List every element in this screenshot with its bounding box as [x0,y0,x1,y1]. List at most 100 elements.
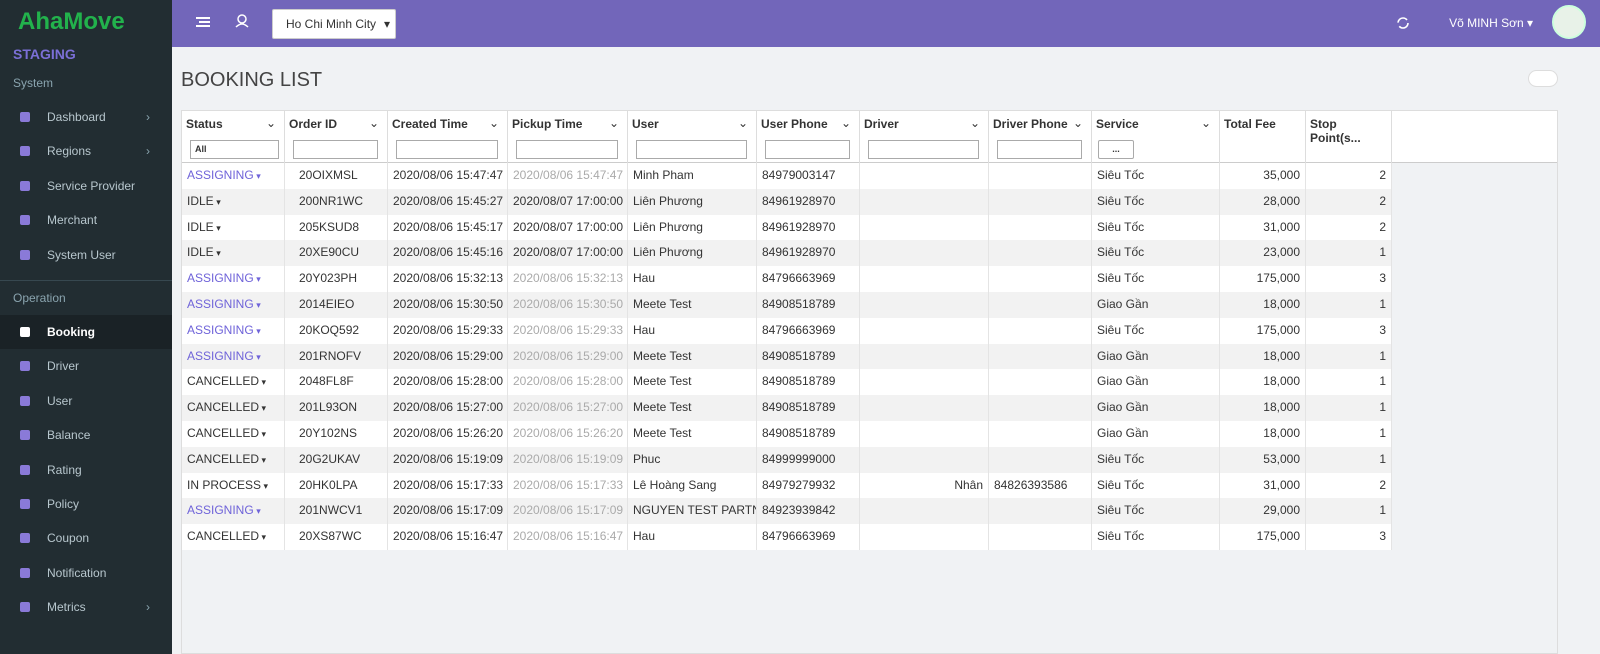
column-filter[interactable] [636,140,747,159]
menu-label: Dashboard [47,110,106,124]
status-caret: ▾ [253,351,261,362]
column-header[interactable]: Status ⌄ All [182,111,285,163]
menu-item[interactable]: Balance [0,418,172,452]
menu-item[interactable]: Booking [0,314,172,350]
status[interactable]: ASSIGNING [187,168,254,182]
status[interactable]: ASSIGNING [187,348,254,363]
column-header[interactable]: Driver ⌄ [860,111,989,163]
phone: 84961928970 [762,245,836,260]
status-caret: ▾ [213,196,221,207]
status[interactable]: IDLE [187,219,214,234]
table-row[interactable]: CANCELLED ▾ 20G2UKAV 2020/08/06 15:19:09 20… [182,446,1392,473]
column-header[interactable]: Total Fee [1220,111,1306,163]
status[interactable]: CANCELLED [187,529,260,544]
menu: System Dashboard › Regions › Service Provider… [0,66,172,624]
menu-item[interactable]: Merchant [0,203,172,237]
table-cell [860,317,989,344]
column-menu: ⌄ [488,116,499,130]
page-title: BOOKING LIST [181,69,323,91]
menu-item[interactable]: Driver [0,349,172,383]
table-cell: 31,000 [1220,472,1306,499]
status[interactable]: ASSIGNING [187,297,254,311]
column-header[interactable]: Pickup Time ⌄ [508,111,628,163]
column-header[interactable]: Order ID ⌄ [285,111,388,163]
fee: 53,000 [1263,451,1300,466]
menu-item[interactable]: Rating [0,453,172,487]
menu-toggle[interactable] [196,15,210,29]
menu-icon [20,533,30,544]
status[interactable]: ASSIGNING [187,271,254,286]
table-cell [860,395,989,421]
stops: 3 [1379,271,1386,286]
table-cell: 2020/08/06 15:17:09 [388,498,508,525]
column-header[interactable]: User ⌄ [628,111,757,163]
menu-item[interactable]: Dashboard › [0,100,172,134]
status[interactable]: CANCELLED [187,426,260,440]
menu-item[interactable]: Policy [0,487,172,521]
menu-icon [20,112,30,122]
menu-item[interactable]: Regions › [0,134,172,168]
table-row[interactable]: CANCELLED ▾ 201L93ON 2020/08/06 15:27:00 20… [182,395,1392,421]
column-header[interactable]: Driver Phone ⌄ [989,111,1092,163]
menu-item[interactable]: Service Provider [0,169,172,203]
table-cell [989,317,1092,344]
column-header[interactable]: Stop Point(s... [1306,111,1392,163]
avatar[interactable] [1552,5,1586,39]
brand[interactable]: AhaMove [18,8,125,35]
menu-item[interactable]: System User [0,238,172,272]
column-header[interactable]: Created Time ⌄ [388,111,508,163]
order-id: 20HK0LPA [299,477,358,492]
table-row[interactable]: CANCELLED ▾ 20Y102NS 2020/08/06 15:26:20 20… [182,421,1392,447]
column-filter[interactable] [516,140,618,159]
created: 2020/08/06 15:19:09 [393,451,504,466]
table-row[interactable]: CANCELLED ▾ 2048FL8F 2020/08/06 15:28:00 20… [182,369,1392,396]
status[interactable]: IDLE [187,193,214,208]
column-header[interactable]: Service ⌄... [1092,111,1220,163]
column-filter[interactable] [997,140,1082,159]
menu-item[interactable]: Notification [0,556,172,590]
status[interactable]: ASSIGNING [187,503,254,518]
table-row[interactable]: IDLE ▾ 205KSUD8 2020/08/06 15:45:17 2020/08… [182,214,1392,241]
table-row[interactable]: IDLE ▾ 20XE90CU 2020/08/06 15:45:16 2020/08… [182,240,1392,267]
status-filter-value: All [195,144,207,154]
refresh[interactable] [1396,16,1410,30]
table-header: Status ⌄ All Order ID ⌄ Created Time ⌄ Pickup T… [182,111,1557,163]
table-cell [989,369,1092,396]
column-filter[interactable] [765,140,850,159]
table-row[interactable]: IDLE ▾ 200NR1WC 2020/08/06 15:45:27 2020/08… [182,188,1392,215]
order-id: 20Y023PH [299,271,358,286]
status[interactable]: CANCELLED [187,400,260,415]
column-filter[interactable] [868,140,979,159]
column-filter[interactable] [396,140,498,159]
table-row[interactable]: ASSIGNING ▾ 20Y023PH 2020/08/06 15:32:13 20… [182,266,1392,292]
status[interactable]: IDLE [187,245,214,260]
column-menu: ⌄ [969,116,980,130]
status[interactable]: CANCELLED [187,451,260,466]
table-row[interactable]: ASSIGNING ▾ 20OIXMSL 2020/08/06 15:47:47 20… [182,163,1392,189]
status[interactable]: CANCELLED [187,374,260,389]
table-cell: 2020/08/06 15:17:09 [508,498,628,525]
status[interactable]: ASSIGNING [187,322,254,337]
menu-item[interactable]: Metrics › [0,590,172,624]
table-row[interactable]: CANCELLED ▾ 20XS87WC 2020/08/06 15:16:47 20… [182,524,1392,550]
column-filter[interactable] [293,140,378,159]
table-cell: 2020/08/06 15:29:00 [388,343,508,370]
status[interactable]: IN PROCESS [187,477,262,492]
menu-icon [20,464,30,475]
user-menu[interactable]: Võ MINH Sơn ▾ [1449,16,1533,30]
status-caret: ▾ [253,506,261,517]
table-row[interactable]: ASSIGNING ▾ 201RNOFV 2020/08/06 15:29:00 20… [182,343,1392,370]
table-cell: 84923939842 [757,498,860,525]
menu-item[interactable]: User [0,384,172,418]
table-row[interactable]: ASSIGNING ▾ 2014EIEO 2020/08/06 15:30:50 20… [182,292,1392,318]
table-row[interactable]: IN PROCESS ▾ 20HK0LPA 2020/08/06 15:17:33 2… [182,472,1392,499]
table-row[interactable]: ASSIGNING ▾ 20KOQ592 2020/08/06 15:29:33 20… [182,317,1392,344]
profile-icon[interactable] [235,14,249,28]
menu-item[interactable]: Coupon [0,521,172,555]
table-row[interactable]: ASSIGNING ▾ 201NWCV1 2020/08/06 15:17:09 20… [182,498,1392,525]
column-header[interactable]: User Phone ⌄ [757,111,860,163]
city-select[interactable]: Ho Chi Minh City ▾ [272,9,396,39]
status-filter[interactable]: All [190,140,279,159]
service-filter[interactable]: ... [1098,140,1134,159]
toggle[interactable] [1528,70,1558,87]
